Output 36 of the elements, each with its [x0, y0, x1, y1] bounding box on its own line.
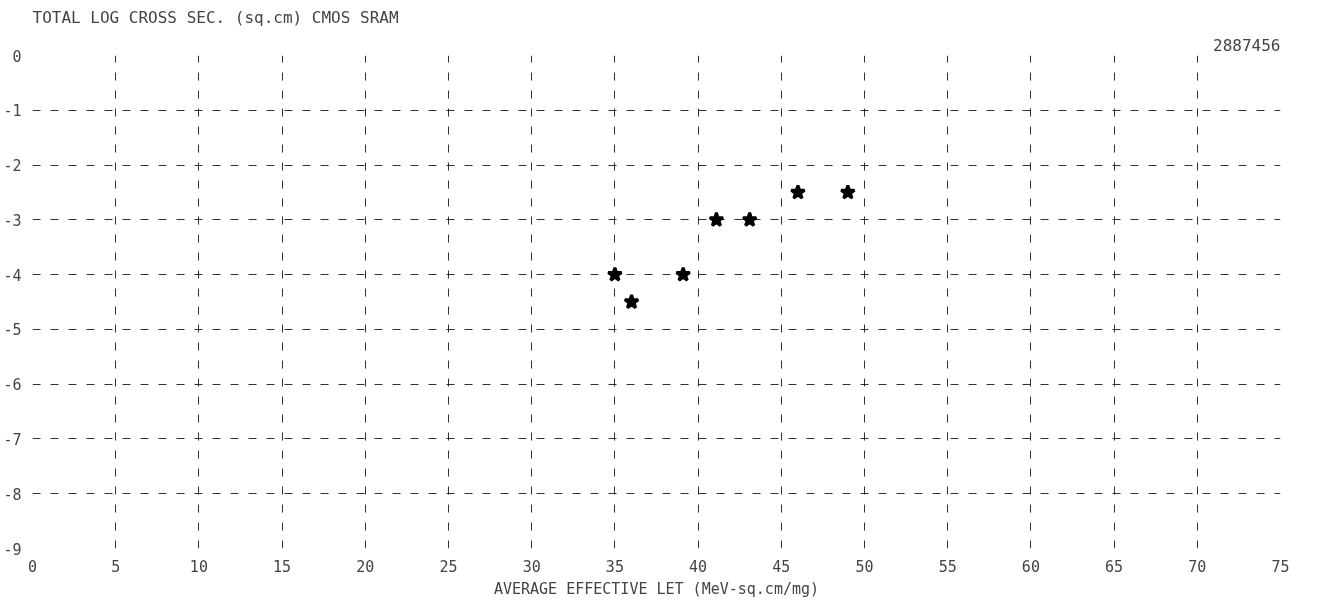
point: [741, 211, 758, 227]
x-tick-label: 60: [1021, 557, 1040, 576]
x-tick-label: 5: [111, 557, 121, 576]
x-tick-label: 20: [356, 557, 375, 576]
x-tick-label: 65: [1105, 557, 1124, 576]
point: [623, 293, 640, 310]
text: 2887456: [1213, 35, 1281, 55]
x-tick-label: 55: [938, 557, 957, 576]
y-tick-label: -5: [3, 321, 22, 340]
x-tick-label: 0: [27, 557, 38, 576]
x-tick-label: 10: [189, 557, 208, 576]
x-tick-label: 50: [855, 557, 874, 576]
point: [674, 266, 692, 282]
y-tick-label: -2: [3, 157, 22, 176]
x-tick-label: 30: [522, 557, 541, 576]
point: [708, 211, 725, 227]
x-tick-label: 40: [689, 557, 708, 576]
point: [606, 266, 624, 282]
x-tick-label: 45: [772, 557, 791, 576]
x-tick-label: 15: [273, 557, 292, 576]
y-tick-label: -1: [3, 102, 22, 121]
y-tick-label: 0: [12, 47, 22, 66]
point: [839, 183, 857, 200]
x-tick-label: 25: [439, 557, 458, 576]
x-tick-label: 75: [1271, 557, 1290, 576]
point: [789, 183, 807, 200]
y-tick-label: -6: [3, 376, 22, 395]
y-tick-label: -4: [3, 266, 22, 285]
x-tick-label: 35: [605, 557, 624, 576]
x-axis-title: AVERAGE EFFECTIVE LET (MeV-sq.cm/mg): [493, 579, 820, 598]
y-tick-label: -3: [3, 211, 22, 230]
y-tick-label: -7: [3, 430, 22, 449]
chart-title: TOTAL LOG CROSS SEC. (sq.cm) CMOS SRAM: [32, 7, 399, 27]
x-tick-label: 70: [1188, 557, 1207, 576]
y-tick-label: -8: [3, 485, 22, 504]
y-tick-label: -9: [3, 540, 22, 559]
